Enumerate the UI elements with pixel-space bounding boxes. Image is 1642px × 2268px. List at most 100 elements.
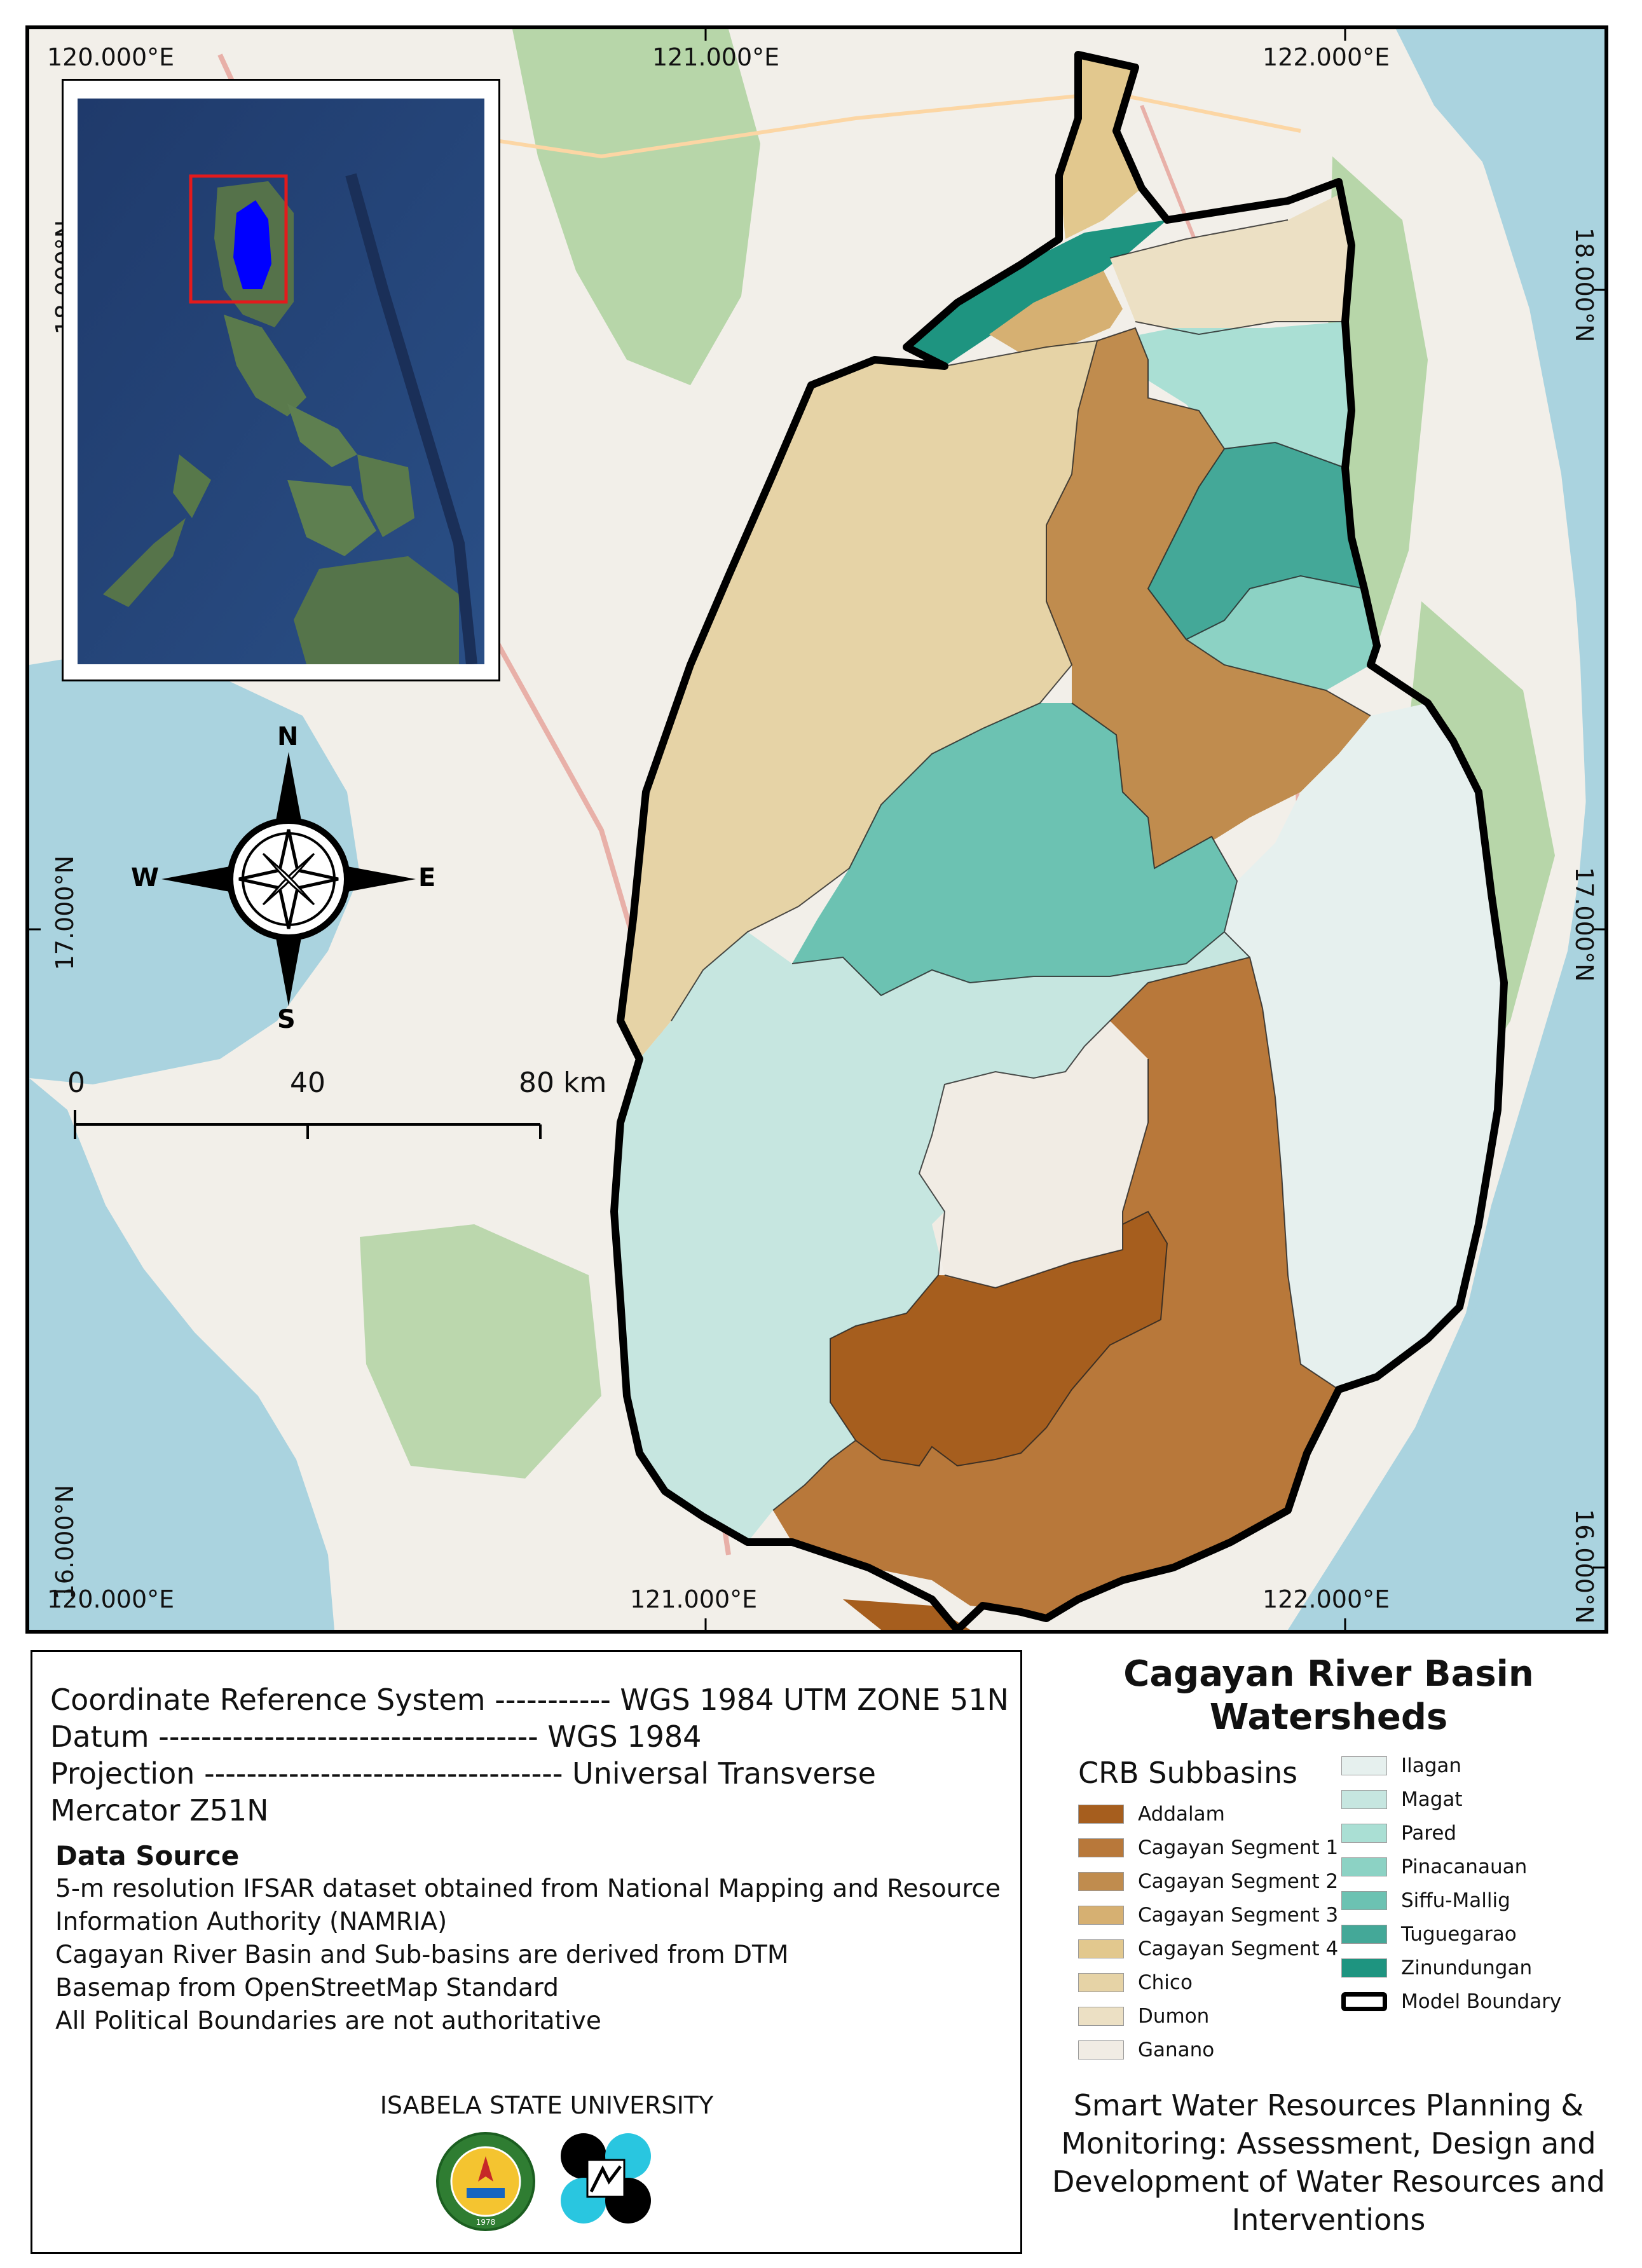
subbasin-chico[interactable] xyxy=(620,341,1097,1059)
road xyxy=(346,90,1301,159)
coord-bottom-1: 120.000°E xyxy=(47,1585,175,1613)
coord-right-1: 18.000°N xyxy=(1570,228,1598,343)
legend-swatch xyxy=(1078,2040,1124,2060)
data-source-line: Information Authority (NAMRIA) xyxy=(55,1908,448,1936)
subbasin-magat[interactable] xyxy=(614,932,1250,1542)
legend-swatch xyxy=(1078,2007,1124,2026)
coord-left-2: 17.000°N xyxy=(51,856,79,971)
crs-line: Coordinate Reference System ----------- … xyxy=(50,1683,1009,1717)
project-line: Monitoring: Assessment, Design and xyxy=(1061,2126,1596,2161)
coord-top-3: 122.000°E xyxy=(1262,43,1390,71)
map-title-line-2: Watersheds xyxy=(1209,1697,1448,1738)
subbasin-tuguegarao[interactable] xyxy=(1148,442,1364,639)
legend-label: Addalam xyxy=(1138,1803,1225,1826)
subbasin-dumon[interactable] xyxy=(1110,195,1351,334)
projection-line-2: Mercator Z51N xyxy=(50,1793,269,1827)
legend-item: Magat xyxy=(1341,1788,1463,1811)
subbasin-ganano[interactable] xyxy=(919,1021,1148,1288)
map-title-line-1: Cagayan River Basin xyxy=(1123,1653,1534,1695)
legend-swatch xyxy=(1341,1824,1387,1843)
subbasin-siffu-mallig[interactable] xyxy=(792,703,1237,995)
isu-seal-logo: 1978 xyxy=(436,2132,535,2231)
graticule-ticks xyxy=(29,29,1604,1630)
legend-item: Cagayan Segment 3 xyxy=(1078,1904,1338,1927)
legend-item: Addalam xyxy=(1078,1803,1225,1826)
coord-left-3: 16.000°N xyxy=(51,1485,79,1600)
subbasin-zinundungan[interactable] xyxy=(907,220,1167,366)
legend-item: Tuguegarao xyxy=(1341,1923,1517,1946)
subbasins[interactable] xyxy=(610,51,1508,1630)
map-title: Cagayan River Basin Watersheds xyxy=(1043,1653,1615,1739)
subbasin-addalam-south[interactable] xyxy=(843,1599,970,1630)
legend-item: Cagayan Segment 1 xyxy=(1078,1836,1338,1859)
scale-label-0: 0 xyxy=(67,1067,85,1099)
legend-swatch xyxy=(1341,1891,1387,1910)
north-arrow xyxy=(161,752,416,1006)
legend-label: Siffu-Mallig xyxy=(1401,1889,1510,1912)
compass-n-label: N xyxy=(277,722,299,751)
coord-bottom-3: 122.000°E xyxy=(1262,1585,1390,1613)
inset-samar xyxy=(357,454,414,537)
isu-seal-year: 1978 xyxy=(476,2218,496,2227)
forest-zone xyxy=(512,29,760,385)
legend-label: Zinundungan xyxy=(1401,1957,1533,1979)
projection-line: Projection -----------------------------… xyxy=(50,1756,876,1791)
legend-item: Chico xyxy=(1078,1971,1193,1994)
legend-swatch xyxy=(1078,1906,1124,1925)
inset-map[interactable] xyxy=(62,79,500,681)
subbasin-cagayan-segment-3[interactable] xyxy=(989,271,1123,353)
coord-top-2: 121.000°E xyxy=(652,43,780,71)
compass-s-label: S xyxy=(277,1005,296,1034)
legend-title: CRB Subbasins xyxy=(1078,1756,1298,1790)
legend-item: Dumon xyxy=(1078,2005,1209,2028)
legend-label: Cagayan Segment 2 xyxy=(1138,1870,1339,1893)
legend-label: Chico xyxy=(1138,1971,1193,1994)
subbasin-pinacanauan[interactable] xyxy=(1186,576,1377,690)
subbasin-borders xyxy=(671,219,1371,1511)
legend-swatch xyxy=(1341,1925,1387,1944)
legend-item: Pinacanauan xyxy=(1341,1855,1527,1878)
east-sea xyxy=(1294,29,1604,1630)
data-source-line: All Political Boundaries are not authori… xyxy=(55,2007,601,2035)
legend-item: Ilagan xyxy=(1341,1754,1461,1777)
legend-label: Tuguegarao xyxy=(1401,1923,1517,1946)
scale-bar xyxy=(74,1110,542,1139)
inset-mindoro xyxy=(173,454,211,518)
coord-right-3: 16.000°N xyxy=(1570,1509,1598,1624)
inset-mindanao xyxy=(294,556,459,664)
legend-item: Siffu-Mallig xyxy=(1341,1889,1510,1912)
partner-logo xyxy=(561,2133,651,2224)
data-source-line: 5-m resolution IFSAR dataset obtained fr… xyxy=(55,1875,1001,1903)
legend-label: Cagayan Segment 4 xyxy=(1138,1937,1339,1960)
coord-bottom-2: 121.000°E xyxy=(630,1585,758,1613)
model-boundary[interactable] xyxy=(610,51,1508,1630)
inset-central-luzon xyxy=(224,315,306,416)
inset-visayas xyxy=(287,480,376,556)
north-arrow-star-diag xyxy=(262,852,315,906)
legend-item: Cagayan Segment 4 xyxy=(1078,1937,1338,1960)
project-line: Smart Water Resources Planning & xyxy=(1073,2088,1584,2122)
legend-item: Pared xyxy=(1341,1822,1456,1845)
legend-label: Pared xyxy=(1401,1822,1457,1845)
subbasin-pared[interactable] xyxy=(1110,322,1351,468)
institution-name: ISABELA STATE UNIVERSITY xyxy=(380,2091,714,2119)
legend-swatch xyxy=(1078,1872,1124,1891)
legend-swatch xyxy=(1341,1857,1387,1876)
legend-item: Model Boundary xyxy=(1341,1990,1561,2013)
inset-palawan xyxy=(103,518,186,607)
legend-swatch xyxy=(1078,1838,1124,1857)
inset-basin-highlight xyxy=(233,200,271,289)
subbasin-cagayan-segment-2[interactable] xyxy=(1046,328,1371,868)
coord-right-2: 17.000°N xyxy=(1570,867,1598,982)
inset-bicol xyxy=(287,404,357,467)
coord-top-1: 120.000°E xyxy=(47,43,175,71)
scale-label-80: 80 km xyxy=(519,1067,607,1099)
legend-label: Pinacanauan xyxy=(1401,1855,1528,1878)
scale-label-40: 40 xyxy=(290,1067,325,1099)
legend-swatch xyxy=(1341,1756,1387,1775)
project-line: Development of Water Resources and xyxy=(1052,2164,1605,2199)
subbasin-ilagan[interactable] xyxy=(1224,703,1504,1390)
west-bay xyxy=(29,652,360,1084)
subbasin-addalam[interactable] xyxy=(830,1212,1167,1466)
legend-swatch xyxy=(1078,1939,1124,1958)
